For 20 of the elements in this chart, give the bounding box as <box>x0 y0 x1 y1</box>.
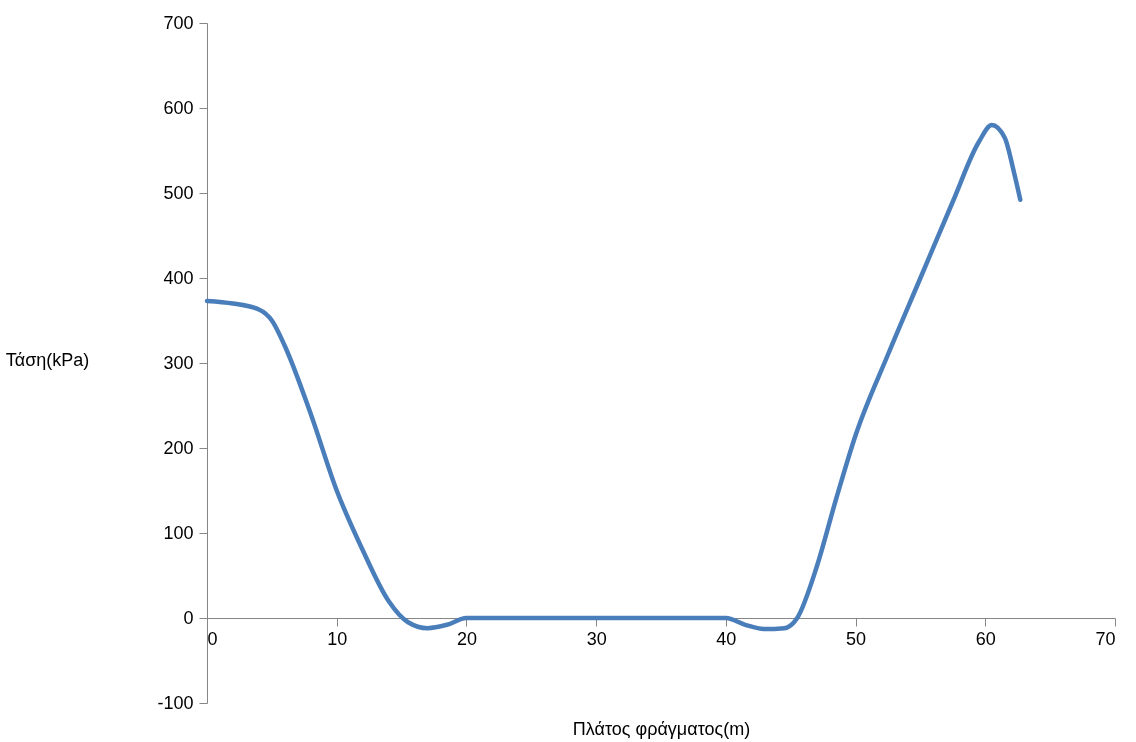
y-tick-label: 600 <box>163 97 194 118</box>
y-tick-label: 400 <box>163 267 194 288</box>
x-tick-label: 70 <box>1095 628 1116 649</box>
y-tick-label: 500 <box>163 182 194 203</box>
x-tick-label: 40 <box>716 628 737 649</box>
y-tick-label: 700 <box>163 12 194 33</box>
x-tick-label: 20 <box>456 628 477 649</box>
x-tick-label: 10 <box>327 628 348 649</box>
line-series <box>204 122 1023 632</box>
y-tick-label: 300 <box>163 352 194 373</box>
y-axis-title: Τάση(kPa) <box>5 349 90 370</box>
x-tick-label: 30 <box>586 628 607 649</box>
y-tick-label: 100 <box>163 522 194 543</box>
y-tick-label: 0 <box>183 607 194 628</box>
y-tick-label: -100 <box>157 692 194 713</box>
x-tick-label: 50 <box>846 628 867 649</box>
y-tick-label: 200 <box>163 437 194 458</box>
x-tick-label: 0 <box>207 628 218 649</box>
x-tick-label: 60 <box>975 628 996 649</box>
x-axis-title: Πλάτος φράγματος(m) <box>572 718 751 739</box>
